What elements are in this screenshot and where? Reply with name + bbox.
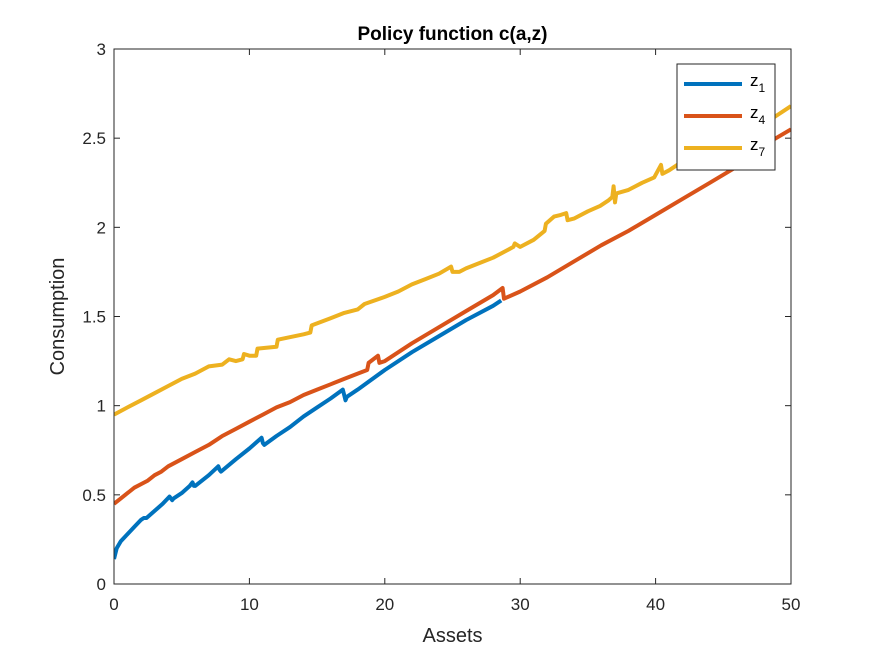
legend: z1 z4 z7 (676, 63, 776, 171)
y-axis-ticks: 0 0.5 1 1.5 2 2.5 3 (82, 40, 791, 594)
y-tick-label: 3 (97, 40, 106, 59)
y-axis-title: Consumption (47, 258, 69, 376)
y-tick-label: 0.5 (82, 486, 106, 505)
x-tick-label: 20 (375, 595, 394, 614)
y-tick-label: 1.5 (82, 308, 106, 327)
legend-label-z1: z1 (750, 71, 766, 95)
chart-title: Policy function c(a,z) (357, 24, 547, 45)
y-tick-label: 1 (97, 397, 106, 416)
x-tick-label: 50 (782, 595, 801, 614)
x-axis-title: Assets (422, 625, 482, 647)
x-tick-label: 40 (646, 595, 665, 614)
legend-label-z7: z7 (750, 135, 766, 159)
x-tick-label: 30 (511, 595, 530, 614)
series-line-z7 (114, 104, 791, 417)
y-tick-label: 0 (97, 575, 106, 594)
series-layer (114, 104, 791, 560)
series-line-z4 (114, 127, 791, 506)
legend-entries: z1 z4 z7 (684, 71, 766, 159)
series-line-z1 (114, 298, 503, 560)
y-tick-label: 2 (97, 218, 106, 237)
x-tick-label: 0 (109, 595, 118, 614)
x-tick-label: 10 (240, 595, 259, 614)
x-axis-ticks: 0 10 20 30 40 50 (109, 49, 800, 614)
y-tick-label: 2.5 (82, 129, 106, 148)
legend-label-z4: z4 (750, 103, 766, 127)
